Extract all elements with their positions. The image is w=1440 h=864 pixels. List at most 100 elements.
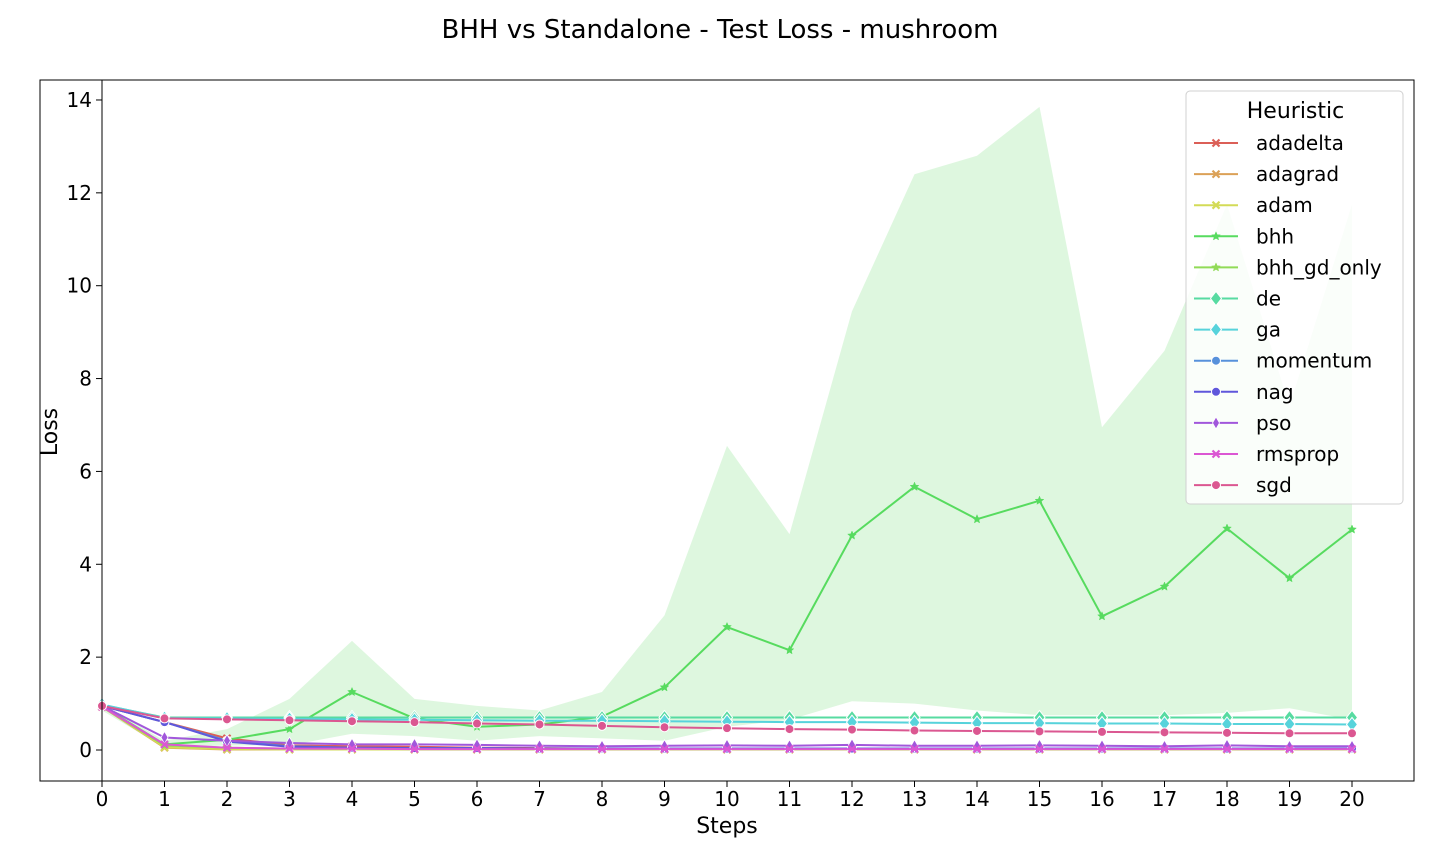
point-sgd-16 [1097,726,1107,737]
point-bhh-4 [347,686,357,697]
x-tick-label-18: 18 [1214,787,1239,811]
legend-title: Heuristic [1247,99,1344,124]
point-rmsprop-16 [1097,744,1107,754]
legend-item-momentum: momentum [1194,349,1372,373]
point-bhh-14 [972,514,982,524]
legend-label-pso: pso [1256,411,1291,435]
x-tick-label-9: 9 [658,787,671,811]
series-rmsprop [97,702,1357,754]
legend-marker-pso [1212,416,1220,430]
legend-label-ga: ga [1256,318,1281,342]
legend-box [1185,90,1404,505]
legend-marker-de [1209,290,1223,307]
y-tick-label-6: 6 [79,459,92,483]
y-axis-label: Loss [38,408,63,456]
legend-marker-rmsprop [1211,449,1221,459]
point-rmsprop-4 [347,744,357,753]
point-pso-19 [1285,739,1294,754]
point-rmsprop-20 [1347,744,1357,754]
x-tick-label-14: 14 [964,787,989,811]
y-tick-label-0: 0 [79,738,92,762]
point-bhh-16 [1097,611,1107,621]
x-tick-label-7: 7 [533,787,546,811]
axes-layer: 0 1 2 3 4 5 6 7 8 9 10 11 12 13 14 15 16 17 18 19 2002468101… [39,79,1415,811]
legend-marker-ga [1209,321,1223,338]
point-rmsprop-17 [1160,744,1169,754]
legend-label-rmsprop: rmsprop [1256,442,1339,466]
legend-marker-nag [1211,386,1221,397]
point-rmsprop-13 [910,744,919,754]
x-tick-label-11: 11 [777,787,802,811]
confidence-band-layer [102,106,1352,748]
point-rmsprop-11 [785,744,794,754]
point-rmsprop-8 [597,744,607,754]
legend-marker-adagrad [1211,169,1221,179]
legend-item-bhh_gd_only: bhh_gd_only [1194,255,1382,279]
point-pso-8 [598,739,606,754]
legend-label-adadelta: adadelta [1256,131,1344,155]
point-sgd-9 [659,722,670,733]
x-tick-label-3: 3 [283,787,296,811]
chart-title: BHH vs Standalone - Test Loss - mushroom [442,15,999,45]
x-tick-label-8: 8 [596,787,609,811]
band-bhh [102,106,1352,748]
point-sgd-20 [1347,728,1357,739]
point-sgd-15 [1034,726,1045,737]
point-bhh-20 [1347,524,1357,534]
point-bhh-17 [1159,581,1170,591]
legend-label-bhh_gd_only: bhh_gd_only [1256,255,1382,279]
legend-item-pso: pso [1194,411,1291,435]
x-tick-label-12: 12 [839,787,864,811]
legend-item-adam: adam [1194,193,1313,217]
y-tick-label-14: 14 [67,88,92,112]
legend-item-de: de [1194,287,1281,311]
legend-marker-adam [1211,200,1221,210]
point-bhh-10 [722,621,732,632]
point-rmsprop-1 [160,740,169,749]
point-pso-17 [1160,739,1169,754]
x-tick-label-16: 16 [1089,787,1114,811]
point-rmsprop-15 [1035,744,1044,754]
point-bhh-12 [847,530,857,540]
legend-label-adagrad: adagrad [1256,162,1339,186]
x-tick-label-0: 0 [96,787,109,811]
point-sgd-8 [597,720,607,731]
legend-label-de: de [1256,287,1281,311]
point-sgd-1 [159,713,170,724]
x-tick-label-20: 20 [1339,787,1364,811]
legend-label-momentum: momentum [1256,349,1372,373]
point-sgd-2 [222,714,232,725]
y-tick-label-12: 12 [67,181,92,205]
legend: Heuristic adadelta adagrad adam bhh bhh_gd_o… [1185,90,1404,505]
legend-item-ga: ga [1194,318,1281,342]
point-sgd-3 [284,715,295,726]
legend-item-sgd: sgd [1194,473,1292,497]
x-tick-label-1: 1 [158,787,171,811]
point-rmsprop-7 [535,744,544,754]
point-bhh-15 [1034,495,1045,505]
point-rmsprop-14 [972,744,982,754]
x-tick-label-15: 15 [1027,787,1052,811]
x-tick-label-13: 13 [902,787,927,811]
point-pso-6 [473,738,481,752]
legend-item-adadelta: adadelta [1194,131,1344,155]
y-tick-label-4: 4 [79,552,92,576]
point-rmsprop-18 [1222,744,1232,754]
point-bhh-9 [659,682,670,692]
legend-label-sgd: sgd [1256,473,1292,497]
point-bhh-13 [909,481,920,491]
x-tick-label-5: 5 [408,787,421,811]
x-axis-label: Steps [696,814,758,839]
point-bhh-3 [284,723,295,734]
point-sgd-6 [472,718,482,729]
x-tick-label-19: 19 [1277,787,1302,811]
y-tick-label-10: 10 [67,274,92,298]
point-bhh-11 [784,645,795,655]
point-sgd-12 [847,724,857,735]
x-tick-label-17: 17 [1152,787,1177,811]
y-tick-label-2: 2 [79,645,92,669]
point-sgd-17 [1159,727,1170,738]
point-sgd-14 [972,725,982,736]
point-sgd-7 [534,719,545,730]
x-tick-label-4: 4 [346,787,359,811]
